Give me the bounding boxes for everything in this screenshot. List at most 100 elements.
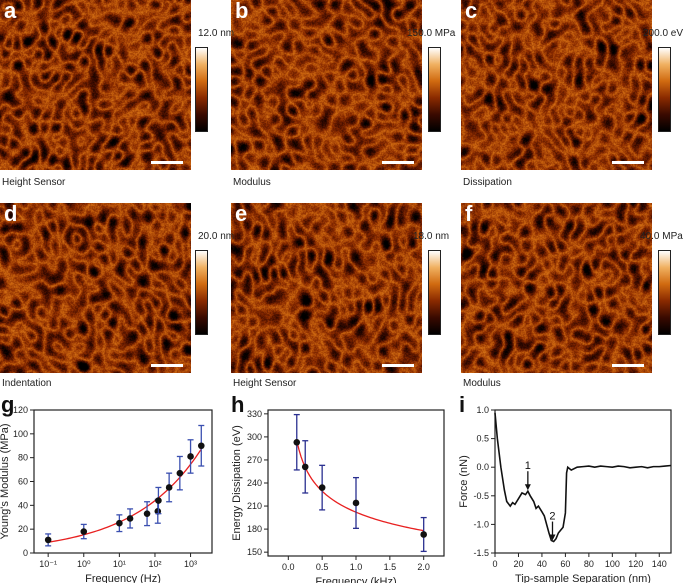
y-tick-label: 0 xyxy=(23,548,28,558)
caption-b: Modulus xyxy=(233,177,271,188)
x-tick-label: 0.5 xyxy=(316,562,329,572)
x-tick-label: 20 xyxy=(513,559,523,569)
caption-f: Modulus xyxy=(463,378,501,389)
data-point xyxy=(420,531,427,538)
x-tick-label: 10¹ xyxy=(113,559,126,569)
panel-letter: b xyxy=(235,0,249,23)
chart-g-youngs-modulus: 10⁻¹ 10⁰ 10¹ 10² 10³ 0 20 40 60 80 100 120 Frequency… xyxy=(0,405,213,583)
y-tick-label: -1.0 xyxy=(473,519,489,529)
data-point xyxy=(352,499,360,507)
panel-letter: e xyxy=(235,201,248,226)
x-tick-label: 0.0 xyxy=(282,562,295,572)
y-axis-label: Young's Modulus (MPa) xyxy=(0,423,11,539)
data-point xyxy=(318,484,326,491)
data-point xyxy=(293,438,301,446)
x-tick-label: 140 xyxy=(652,559,667,569)
y-tick-label: 180 xyxy=(247,524,262,534)
x-tick-label: 40 xyxy=(537,559,547,569)
colorbar-label-d: 20.0 nm xyxy=(198,231,235,242)
x-tick-label: 120 xyxy=(628,559,643,569)
x-tick-label: 0 xyxy=(492,559,497,569)
scale-bar xyxy=(382,364,414,367)
x-tick-label: 10⁻¹ xyxy=(39,559,57,569)
y-tick-label: 1.0 xyxy=(476,405,489,415)
data-point xyxy=(187,453,194,460)
x-axis-label: Frequency (kHz) xyxy=(315,576,396,583)
x-axis-label: Frequency (Hz) xyxy=(85,573,161,583)
fit-curve xyxy=(48,448,202,543)
colorbar-label-f: 40.0 MPa xyxy=(640,231,683,242)
colorbar-c xyxy=(658,47,671,132)
data-point xyxy=(80,528,88,535)
y-tick-label: 120 xyxy=(13,405,28,415)
y-tick-label: -0.5 xyxy=(473,491,489,501)
chart-h-energy-dissipation: 0.0 0.5 1.0 1.5 2.0 150 180 210 240 270 300 330 Freq… xyxy=(231,409,445,583)
data-point xyxy=(165,484,173,491)
afm-image-a: a xyxy=(0,0,191,170)
x-tick-label: 100 xyxy=(605,559,620,569)
data-point xyxy=(155,497,162,504)
panel-letter: d xyxy=(4,201,18,226)
scale-bar xyxy=(612,364,644,367)
data-point xyxy=(176,469,184,477)
x-tick-label: 10² xyxy=(148,559,161,569)
panel-letter-h: h xyxy=(231,392,245,417)
y-tick-label: 330 xyxy=(247,409,262,419)
plot-frame xyxy=(494,409,672,554)
annotation-label: 2 xyxy=(549,511,555,523)
colorbar-label-b: 150.0 MPa xyxy=(407,28,456,39)
data-point xyxy=(301,463,309,471)
colorbar-label-e: 18.0 nm xyxy=(413,231,450,242)
scale-bar xyxy=(151,161,183,164)
annotation-arrowhead xyxy=(549,534,556,541)
caption-a: Height Sensor xyxy=(2,177,66,188)
y-tick-label: 80 xyxy=(18,453,28,463)
afm-image-d: d xyxy=(0,201,191,373)
scale-bar xyxy=(151,364,183,367)
annotation-label: 1 xyxy=(525,460,531,472)
y-tick-label: 0.5 xyxy=(476,434,489,444)
plot-frame xyxy=(33,409,213,554)
y-axis-label: Force (nN) xyxy=(458,455,470,508)
colorbar-label-a: 12.0 nm xyxy=(198,28,235,39)
x-tick-label: 2.0 xyxy=(417,562,430,572)
force-curve xyxy=(494,412,672,543)
y-tick-label: 150 xyxy=(247,547,262,557)
caption-c: Dissipation xyxy=(463,177,512,188)
y-tick-label: -1.5 xyxy=(473,548,489,558)
scale-bar xyxy=(382,161,414,164)
colorbar-b xyxy=(428,47,441,132)
y-tick-label: 240 xyxy=(247,478,262,488)
x-tick-label: 80 xyxy=(584,559,594,569)
colorbar-f xyxy=(658,250,671,335)
panel-letter-g: g xyxy=(1,392,15,417)
y-tick-label: 270 xyxy=(247,455,262,465)
data-point xyxy=(197,442,205,450)
colorbar-label-c: 200.0 eV xyxy=(643,28,684,39)
x-axis-label: Tip-sample Separation (nm) xyxy=(515,573,651,583)
y-tick-label: 0.0 xyxy=(476,462,489,472)
caption-e: Height Sensor xyxy=(233,378,297,389)
y-axis-label: Energy Dissipation (eV) xyxy=(231,425,243,541)
panel-letter: a xyxy=(4,0,17,23)
y-tick-label: 40 xyxy=(18,500,28,510)
afm-image-b: b xyxy=(231,0,422,170)
colorbar-d xyxy=(195,250,208,335)
y-tick-label: 210 xyxy=(247,501,262,511)
x-tick-label: 10⁰ xyxy=(77,559,91,569)
afm-image-e: e xyxy=(231,201,422,373)
colorbar-a xyxy=(195,47,208,132)
panel-letter-i: i xyxy=(459,392,466,417)
caption-d: Indentation xyxy=(2,378,52,389)
x-tick-label: 10³ xyxy=(184,559,197,569)
data-point xyxy=(44,536,52,544)
y-tick-label: 100 xyxy=(13,429,28,439)
fit-curve xyxy=(296,440,424,532)
data-point xyxy=(143,510,151,517)
x-tick-label: 1.0 xyxy=(350,562,363,572)
x-tick-label: 60 xyxy=(560,559,570,569)
data-point xyxy=(126,515,134,522)
colorbar-e xyxy=(428,250,441,335)
afm-image-f: f xyxy=(461,201,652,373)
